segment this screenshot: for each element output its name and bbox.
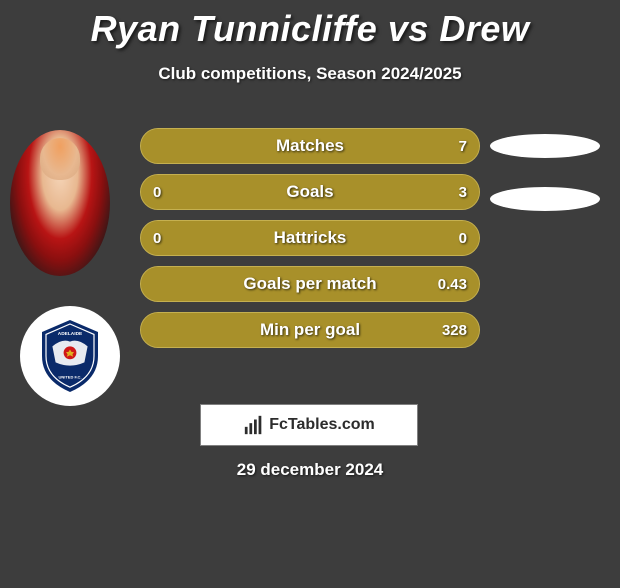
stat-bar: 0 Hattricks 0	[140, 220, 480, 256]
page-subtitle: Club competitions, Season 2024/2025	[0, 64, 620, 84]
stat-value-left: 0	[153, 230, 161, 247]
svg-text:UNITED F.C.: UNITED F.C.	[58, 374, 81, 379]
club-badge-left: ADELAIDE UNITED F.C.	[20, 306, 120, 406]
stat-bar: Min per goal 328	[140, 312, 480, 348]
watermark-text: FcTables.com	[269, 416, 375, 434]
stat-label: Hattricks	[274, 228, 347, 248]
stats-bars: Matches 7 0 Goals 3 0 Hattricks 0 Goals per matc…	[140, 128, 480, 358]
stat-label: Matches	[276, 136, 344, 156]
stat-label: Goals per match	[243, 274, 376, 294]
player-right-avatar-placeholder-2	[490, 187, 600, 211]
player-left-avatar	[10, 130, 110, 276]
stat-bar: Matches 7	[140, 128, 480, 164]
stat-value-right: 328	[442, 322, 467, 339]
stat-value-left: 0	[153, 184, 161, 201]
watermark: FcTables.com	[200, 404, 418, 446]
club-badge-icon: ADELAIDE UNITED F.C.	[30, 316, 110, 396]
stat-label: Goals	[286, 182, 333, 202]
player-right-avatar-placeholder-1	[490, 134, 600, 158]
stat-bar: 0 Goals 3	[140, 174, 480, 210]
stat-value-right: 0	[459, 230, 467, 247]
stat-label: Min per goal	[260, 320, 360, 340]
stat-bar: Goals per match 0.43	[140, 266, 480, 302]
date-label: 29 december 2024	[0, 460, 620, 480]
chart-icon	[243, 414, 265, 436]
svg-text:ADELAIDE: ADELAIDE	[58, 331, 83, 337]
stat-value-right: 3	[459, 184, 467, 201]
page-title: Ryan Tunnicliffe vs Drew	[0, 8, 620, 50]
stat-value-right: 0.43	[438, 276, 467, 293]
stat-value-right: 7	[459, 138, 467, 155]
